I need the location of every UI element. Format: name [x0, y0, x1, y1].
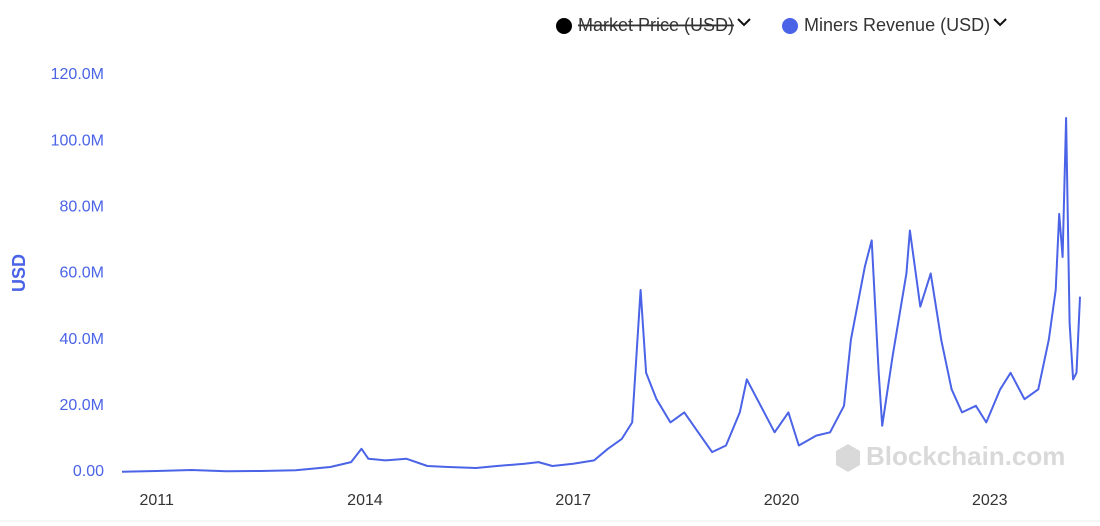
- legend-item[interactable]: Market Price (USD): [556, 15, 751, 35]
- y-tick-label: 80.0M: [60, 199, 104, 216]
- x-tick-label: 2011: [140, 492, 175, 509]
- x-tick-label: 2020: [764, 492, 800, 509]
- legend-item[interactable]: Miners Revenue (USD): [782, 15, 1007, 35]
- x-tick-label: 2017: [555, 492, 591, 509]
- x-tick-label: 2014: [347, 492, 383, 509]
- y-tick-label: 0.00: [73, 463, 104, 480]
- y-tick-label: 60.0M: [60, 265, 104, 282]
- y-tick-label: 20.0M: [60, 397, 104, 414]
- watermark-text: Blockchain.com: [866, 441, 1065, 471]
- legend-chevron: [737, 18, 751, 27]
- line-series: [121, 117, 1081, 473]
- legend-label: Miners Revenue (USD): [804, 15, 990, 35]
- legend-label: Market Price (USD): [578, 15, 734, 35]
- y-tick-label: 100.0M: [51, 132, 104, 149]
- legend-chevron: [993, 18, 1007, 27]
- y-tick-label: 120.0M: [51, 66, 104, 83]
- x-tick-label: 2023: [972, 492, 1008, 509]
- legend-swatch: [556, 18, 572, 34]
- watermark-icon: [836, 444, 860, 472]
- y-axis-label: USD: [9, 254, 29, 292]
- watermark: Blockchain.com: [836, 441, 1065, 472]
- y-tick-label: 40.0M: [60, 331, 104, 348]
- legend-swatch: [782, 18, 799, 34]
